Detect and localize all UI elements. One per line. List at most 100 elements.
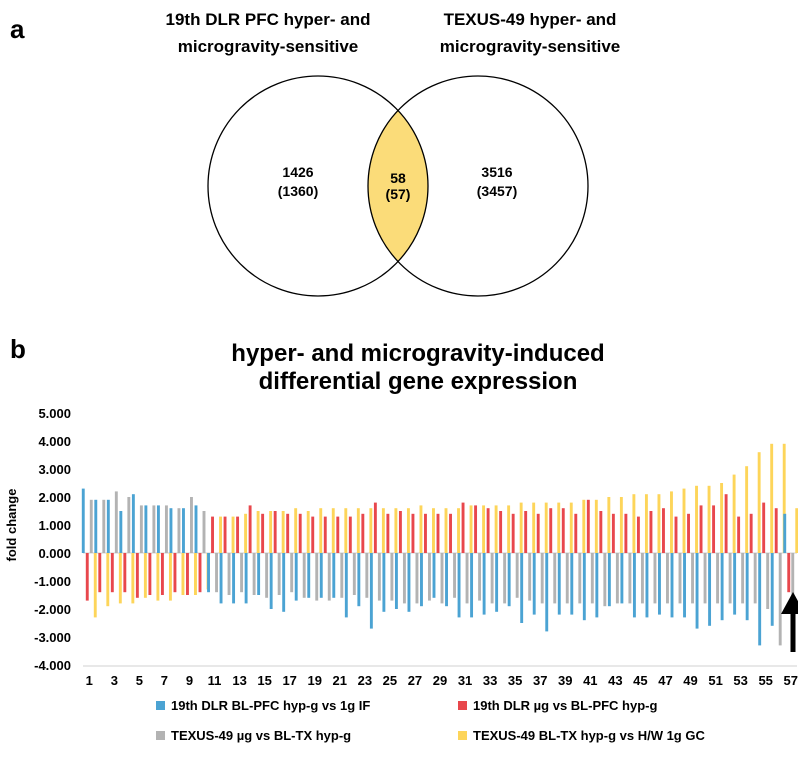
bar-s1-x29	[432, 553, 436, 598]
x-tick-label: 11	[208, 673, 222, 688]
bar-s3-x31	[465, 553, 469, 604]
bar-s2-x45	[636, 516, 640, 553]
bar-s1-x1	[81, 488, 85, 553]
x-tick-label: 31	[458, 673, 472, 688]
bar-s4-x20	[331, 508, 335, 553]
bar-s4-x37	[544, 502, 548, 553]
y-tick-label: -4.000	[34, 658, 71, 673]
x-tick-label: 57	[784, 673, 798, 688]
bar-s1-x14	[244, 553, 248, 604]
bar-s3-x24	[377, 553, 381, 601]
bar-s1-x27	[407, 553, 411, 612]
chart-panel: b hyper- and microgravity-induced differ…	[4, 334, 798, 743]
bar-s4-x36	[532, 502, 536, 553]
bar-s3-x6	[152, 505, 156, 553]
bar-s1-x44	[620, 553, 624, 604]
x-tick-label: 5	[136, 673, 143, 688]
bar-s3-x5	[139, 505, 143, 553]
bar-s1-x52	[720, 553, 724, 621]
bar-s3-x44	[628, 553, 632, 604]
bar-s3-x14	[252, 553, 256, 595]
bar-s2-x35	[511, 513, 515, 553]
bar-s1-x45	[632, 553, 636, 618]
bar-s1-x8	[169, 508, 173, 553]
bar-s4-x22	[356, 508, 360, 553]
bar-s4-x50	[707, 485, 711, 553]
bar-s4-x18	[306, 511, 310, 553]
bar-s2-x33	[486, 508, 490, 553]
venn-overlap-value: 58	[390, 170, 406, 186]
bar-s2-x55	[762, 502, 766, 553]
bar-s3-x7	[164, 505, 168, 553]
bar-s4-x12	[231, 516, 235, 553]
bar-s4-x52	[732, 474, 736, 553]
x-tick-label: 19	[308, 673, 322, 688]
venn-right-sub: (3457)	[477, 183, 517, 199]
bar-s4-x56	[782, 443, 786, 553]
y-tick-label: 0.000	[38, 546, 71, 561]
x-tick-label: 39	[558, 673, 572, 688]
bar-s2-x39	[561, 508, 565, 553]
legend-label: 19th DLR µg vs BL-PFC hyp-g	[473, 698, 657, 713]
panel-label-a: a	[10, 14, 25, 44]
bars	[81, 443, 798, 646]
legend-swatch	[156, 731, 165, 740]
bar-s2-x29	[436, 513, 440, 553]
bar-s1-x21	[332, 553, 336, 598]
y-tick-label: 3.000	[38, 462, 71, 477]
bar-s1-x4	[119, 511, 123, 553]
bar-s3-x1	[89, 499, 93, 553]
bar-s4-x40	[582, 499, 586, 553]
bar-s3-x32	[478, 553, 482, 601]
bar-s2-x17	[286, 513, 290, 553]
bar-s4-x34	[507, 505, 511, 553]
bar-s3-x11	[215, 553, 218, 593]
bar-s4-x6	[156, 553, 160, 601]
bar-s3-x45	[640, 553, 644, 604]
bar-s2-x21	[336, 516, 340, 553]
bar-s1-x54	[745, 553, 749, 621]
bar-s2-x4	[123, 553, 127, 593]
bar-s3-x43	[615, 553, 619, 604]
bar-s3-x40	[578, 553, 582, 604]
bar-s3-x20	[327, 553, 331, 601]
bar-s4-x21	[344, 508, 348, 553]
bar-s3-x50	[703, 553, 707, 604]
bar-s4-x4	[131, 553, 135, 604]
x-tick-label: 23	[358, 673, 372, 688]
panel-label-b: b	[10, 334, 26, 364]
bar-s3-x57	[791, 553, 795, 604]
bar-s2-x42	[599, 511, 603, 553]
y-tick-label: 4.000	[38, 434, 71, 449]
bar-s1-x38	[545, 553, 549, 632]
bar-s2-x51	[712, 505, 716, 553]
x-tick-label: 43	[608, 673, 622, 688]
bar-s2-x54	[749, 513, 753, 553]
x-tick-label: 45	[633, 673, 647, 688]
bar-s1-x10	[194, 505, 198, 553]
x-tick-label: 21	[333, 673, 347, 688]
x-tick-label: 27	[408, 673, 422, 688]
bar-s1-x18	[294, 553, 298, 601]
venn-right-circle	[367, 75, 589, 297]
bar-s3-x21	[340, 553, 344, 598]
bar-s4-x43	[619, 497, 623, 553]
bar-s3-x28	[428, 553, 431, 601]
bar-s2-x38	[549, 508, 553, 553]
bar-s2-x10	[198, 553, 202, 593]
bar-s4-x8	[181, 553, 185, 595]
bar-s3-x27	[415, 553, 419, 604]
bar-s1-x39	[557, 553, 561, 615]
bar-s4-x29	[444, 508, 448, 553]
bar-s4-x33	[494, 505, 498, 553]
bar-s4-x53	[745, 466, 749, 553]
bar-s3-x29	[440, 553, 444, 604]
bar-s4-x5	[143, 553, 147, 598]
bar-s1-x16	[269, 553, 273, 609]
bar-s2-x36	[524, 511, 528, 553]
bar-s2-x15	[261, 513, 265, 553]
bar-s1-x56	[770, 553, 774, 626]
bar-s2-x24	[373, 502, 377, 553]
bar-s1-x47	[658, 553, 661, 615]
bar-s2-x34	[499, 511, 503, 553]
